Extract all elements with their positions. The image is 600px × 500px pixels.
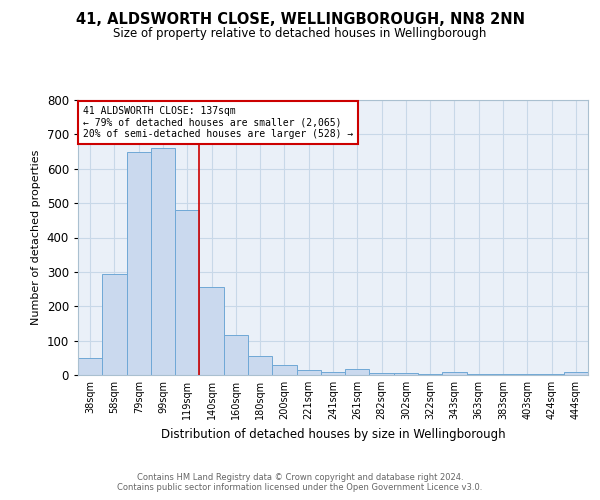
Bar: [199, 288, 224, 375]
Bar: [248, 356, 272, 375]
Bar: [539, 374, 564, 375]
Bar: [296, 370, 321, 375]
Bar: [394, 373, 418, 375]
Text: Contains HM Land Registry data © Crown copyright and database right 2024.
Contai: Contains HM Land Registry data © Crown c…: [118, 473, 482, 492]
Y-axis label: Number of detached properties: Number of detached properties: [31, 150, 41, 325]
Bar: [564, 372, 588, 375]
Bar: [151, 148, 175, 375]
Text: 41 ALDSWORTH CLOSE: 137sqm
← 79% of detached houses are smaller (2,065)
20% of s: 41 ALDSWORTH CLOSE: 137sqm ← 79% of deta…: [83, 106, 353, 138]
Bar: [467, 374, 491, 375]
Bar: [102, 274, 127, 375]
Bar: [370, 372, 394, 375]
Text: 41, ALDSWORTH CLOSE, WELLINGBOROUGH, NN8 2NN: 41, ALDSWORTH CLOSE, WELLINGBOROUGH, NN8…: [76, 12, 524, 28]
Bar: [78, 358, 102, 375]
Bar: [224, 336, 248, 375]
X-axis label: Distribution of detached houses by size in Wellingborough: Distribution of detached houses by size …: [161, 428, 505, 440]
Bar: [515, 374, 539, 375]
Bar: [321, 372, 345, 375]
Bar: [442, 372, 467, 375]
Bar: [418, 374, 442, 375]
Text: Size of property relative to detached houses in Wellingborough: Size of property relative to detached ho…: [113, 28, 487, 40]
Bar: [491, 374, 515, 375]
Bar: [127, 152, 151, 375]
Bar: [272, 366, 296, 375]
Bar: [175, 210, 199, 375]
Bar: [345, 369, 370, 375]
